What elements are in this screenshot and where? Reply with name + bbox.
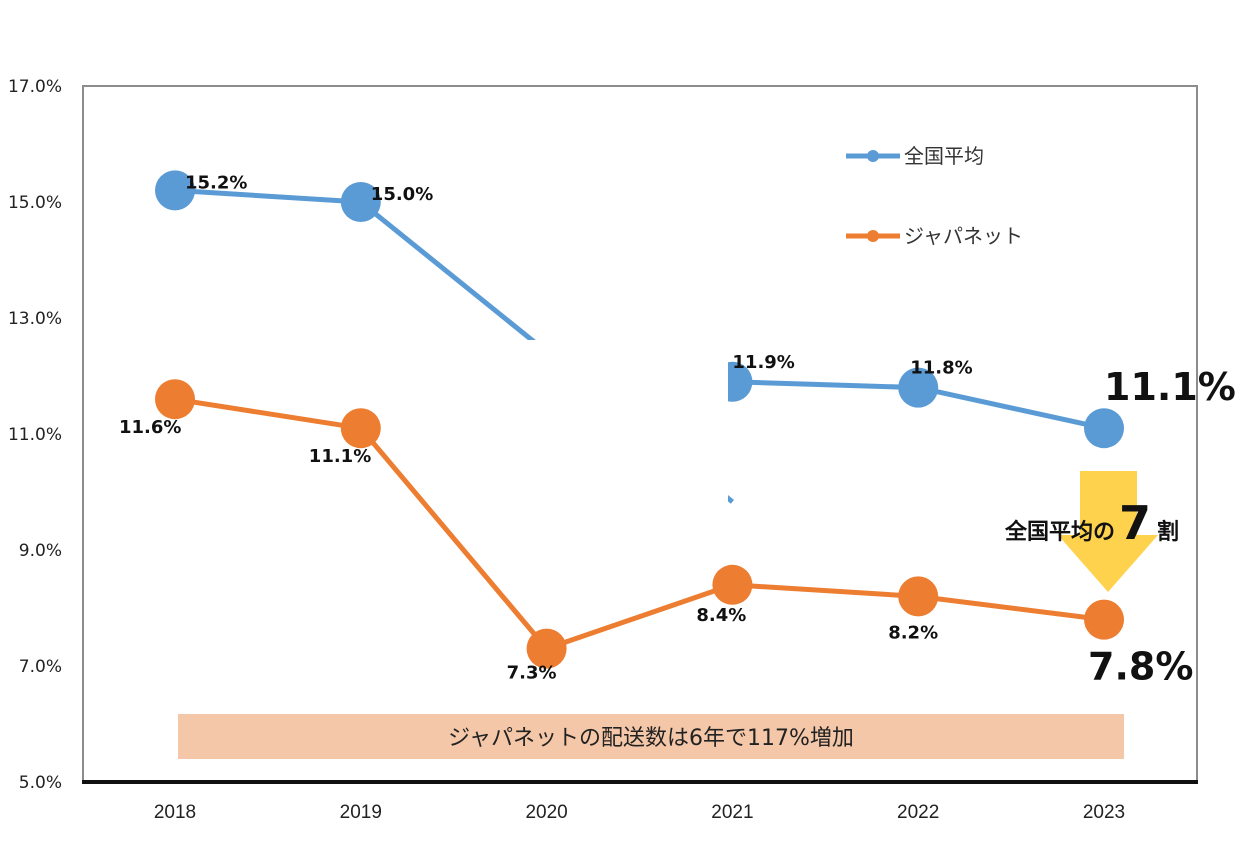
y-tick-label: 7.0% bbox=[19, 657, 62, 677]
legend-item-national-average: 全国平均 bbox=[846, 144, 984, 168]
y-tick-label: 5.0% bbox=[19, 773, 62, 793]
series-line-segment bbox=[917, 593, 1105, 623]
data-point bbox=[1084, 599, 1124, 640]
data-label: 7.3% bbox=[507, 663, 557, 684]
series-line-segment bbox=[358, 426, 549, 651]
y-tick-label: 13.0% bbox=[8, 309, 62, 329]
data-label: 15.2% bbox=[185, 172, 247, 193]
data-point bbox=[155, 170, 195, 211]
y-tick-label: 17.0% bbox=[8, 77, 62, 97]
down-arrow-icon bbox=[1058, 471, 1158, 592]
legend: 全国平均 ジャパネット bbox=[846, 144, 1023, 248]
series-layer bbox=[155, 170, 1124, 669]
legend-item-japanet: ジャパネット bbox=[846, 224, 1023, 248]
note-banner bbox=[178, 714, 1124, 759]
note-banner-text: ジャパネットの配送数は6年で117%増加 bbox=[448, 726, 854, 751]
x-tick-label: 2023 bbox=[1083, 802, 1125, 823]
legend-label-japanet: ジャパネット bbox=[904, 224, 1023, 248]
y-axis-ticks: 5.0% 7.0% 9.0% 11.0% 13.0% 15.0% 17.0% bbox=[8, 77, 62, 793]
x-tick-label: 2019 bbox=[340, 802, 382, 823]
data-label: 8.2% bbox=[888, 622, 938, 643]
data-point bbox=[155, 379, 195, 420]
data-label: 11.1% bbox=[1104, 365, 1236, 409]
y-tick-label: 11.0% bbox=[8, 425, 62, 445]
label-layer: 15.2% 15.0% 11.9% 11.8% 11.1% 11.6% 11.1% 7.3% 8… bbox=[119, 172, 1236, 688]
data-label: 11.8% bbox=[910, 358, 972, 379]
data-point bbox=[898, 367, 939, 408]
legend-marker-national-average bbox=[867, 150, 879, 162]
y-tick-label: 15.0% bbox=[8, 193, 62, 213]
series-line-segment bbox=[732, 379, 919, 391]
ratio-annotation: 全国平均の7 割 bbox=[1004, 496, 1179, 550]
data-label: 11.9% bbox=[732, 352, 794, 373]
data-label: 11.1% bbox=[309, 446, 371, 467]
series-japanet bbox=[155, 379, 1124, 669]
occluded-region bbox=[512, 340, 728, 520]
y-tick-label: 9.0% bbox=[19, 541, 62, 561]
series-line-segment bbox=[545, 582, 734, 651]
data-point bbox=[526, 628, 567, 669]
data-label: 15.0% bbox=[371, 184, 433, 205]
x-tick-label: 2018 bbox=[154, 802, 196, 823]
ratio-prefix: 全国平均の bbox=[1004, 519, 1115, 545]
series-national-average bbox=[155, 170, 1124, 504]
series-line-segment bbox=[732, 582, 919, 599]
legend-label-national-average: 全国平均 bbox=[904, 144, 984, 168]
x-axis-ticks: 2018 2019 2020 2021 2022 2023 bbox=[154, 802, 1125, 823]
x-tick-label: 2021 bbox=[711, 802, 753, 823]
legend-marker-japanet bbox=[867, 230, 879, 242]
ratio-number: 7 bbox=[1119, 496, 1151, 550]
series-line-segment bbox=[174, 396, 362, 431]
data-point bbox=[712, 564, 753, 605]
series-line-segment bbox=[174, 187, 361, 205]
series-line-segment bbox=[917, 385, 1105, 431]
data-point bbox=[340, 182, 381, 222]
data-point bbox=[1084, 408, 1124, 449]
data-point bbox=[340, 408, 381, 449]
ratio-suffix: 割 bbox=[1157, 519, 1179, 545]
x-tick-label: 2020 bbox=[525, 802, 567, 823]
data-point bbox=[898, 576, 939, 617]
data-label: 11.6% bbox=[119, 417, 181, 438]
data-label: 7.8% bbox=[1088, 645, 1193, 689]
data-label: 8.4% bbox=[696, 605, 746, 626]
x-tick-label: 2022 bbox=[897, 802, 939, 823]
